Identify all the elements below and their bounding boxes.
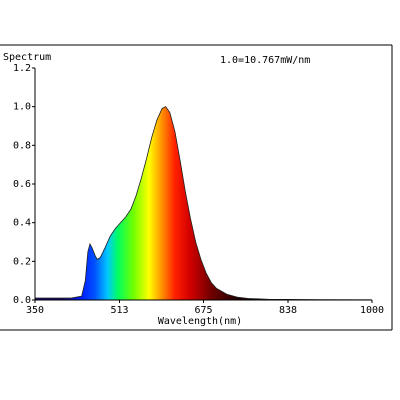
x-tick-label: 675 — [194, 305, 212, 316]
spectrum-area — [35, 106, 372, 300]
x-axis-label: Wavelength(nm) — [158, 316, 242, 327]
y-tick-label: 0.2 — [13, 256, 31, 267]
x-tick-label: 350 — [26, 305, 44, 316]
y-tick-label: 0.0 — [13, 295, 31, 306]
y-tick-label: 1.0 — [13, 102, 31, 113]
plot — [35, 106, 373, 301]
y-tick-label: 0.6 — [13, 179, 31, 190]
y-tick-label: 0.4 — [13, 218, 31, 229]
spectrum-line — [35, 106, 373, 301]
annotation: 1.0=10.767mW/nm — [220, 55, 310, 66]
x-tick-label: 513 — [110, 305, 128, 316]
x-tick-label: 1000 — [360, 305, 384, 316]
y-tick-label: 1.2 — [13, 63, 31, 74]
y-tick-label: 0.8 — [13, 140, 31, 151]
x-tick-label: 838 — [279, 305, 297, 316]
chart-title: Spectrum — [3, 52, 51, 63]
